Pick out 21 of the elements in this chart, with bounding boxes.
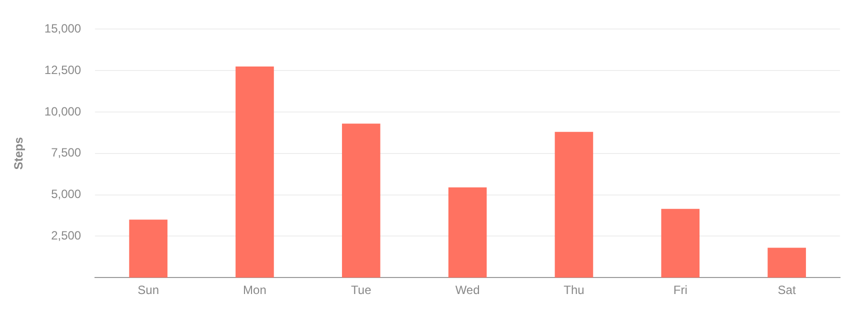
x-tick-label: Mon: [243, 283, 266, 298]
x-tick-label: Fri: [673, 283, 688, 298]
x-tick-label: Sat: [778, 283, 796, 298]
bar: [236, 66, 274, 278]
bar: [448, 187, 487, 278]
bar: [342, 124, 380, 278]
bar: [554, 132, 594, 278]
y-tick-label: 10,000: [44, 104, 82, 118]
x-tick-label: Sun: [138, 283, 159, 298]
bar: [129, 220, 168, 278]
bar: [661, 208, 700, 278]
y-tick-label: 12,500: [44, 62, 82, 77]
y-tick-label: 5,000: [51, 187, 82, 202]
y-tick-label: 15,000: [44, 22, 82, 36]
y-tick-label: 2,500: [51, 228, 82, 243]
x-tick-label: Tue: [351, 283, 372, 298]
y-axis-title: Steps: [12, 136, 26, 170]
bar: [768, 248, 806, 278]
x-tick-label: Wed: [455, 283, 480, 298]
x-tick-label: Thu: [564, 283, 584, 298]
y-tick-label: 7,500: [51, 146, 82, 160]
